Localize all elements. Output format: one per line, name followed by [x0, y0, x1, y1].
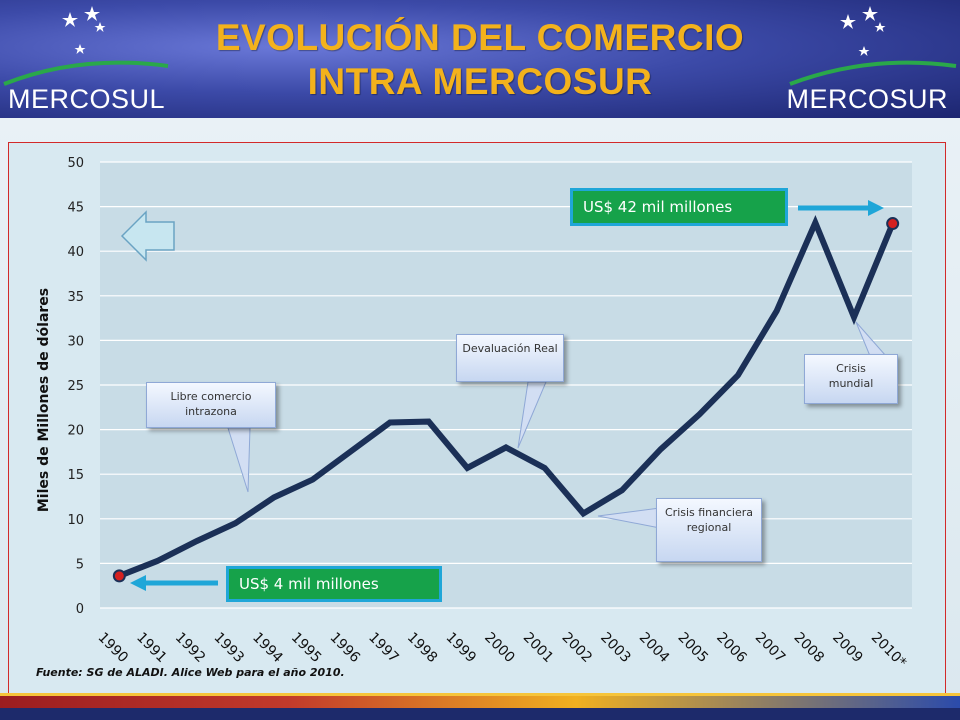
- x-tick-label: 1994: [249, 630, 286, 667]
- callout-devaluacion: Devaluación Real: [456, 334, 564, 382]
- y-tick-label: 30: [67, 334, 84, 349]
- right-arrow-icon: [798, 200, 884, 216]
- x-tick-label: 1993: [211, 630, 248, 667]
- x-tick-label: 2006: [713, 630, 750, 667]
- x-tick-label: 2010*: [868, 630, 909, 671]
- value-box-1990: US$ 4 mil millones: [226, 566, 442, 602]
- x-tick-label: 1992: [172, 630, 209, 667]
- logo-mercosul: MERCOSUL: [8, 84, 166, 114]
- x-tick-label: 2005: [675, 630, 712, 667]
- callout-crisis-mundial: Crisis mundial: [804, 354, 898, 404]
- x-tick-label: 2001: [520, 630, 557, 667]
- x-tick-label: 2004: [636, 630, 673, 667]
- x-tick-label: 1998: [404, 630, 441, 667]
- source-note: Fuente: SG de ALADI. Alice Web para el a…: [36, 666, 345, 679]
- stars-icon: [840, 6, 886, 56]
- x-axis-ticks: 1990 1991 1992 1993 1994 1995 1996 1997 1998 1999…: [95, 630, 910, 671]
- x-tick-label: 2008: [791, 630, 828, 667]
- callout-libre-comercio: Libre comercio intrazona: [146, 382, 276, 428]
- y-axis-label: Miles de Millones de dólares: [36, 288, 52, 512]
- y-tick-label: 5: [76, 557, 84, 572]
- left-arrow-icon: [120, 210, 175, 262]
- logo-arc-left: [3, 60, 169, 86]
- bottom-stripe-accent: [0, 693, 960, 696]
- x-tick-label: 2003: [597, 630, 634, 667]
- y-tick-label: 25: [67, 379, 84, 394]
- y-tick-label: 50: [67, 156, 84, 171]
- callout-tail-devaluacion: [517, 381, 547, 449]
- highlighted-point: [886, 217, 900, 231]
- y-tick-label: 10: [67, 513, 84, 528]
- y-axis-ticks: 0 5 10 15 20 25 30 35 40 45 50: [67, 156, 84, 617]
- logo-arc-right: [789, 60, 957, 86]
- y-tick-label: 35: [67, 290, 84, 305]
- x-tick-label: 1995: [288, 630, 325, 667]
- logo-mercosur: MERCOSUR: [786, 84, 948, 114]
- x-tick-label: 2007: [752, 630, 789, 667]
- x-tick-label: 1999: [443, 630, 480, 667]
- y-tick-label: 15: [67, 468, 84, 483]
- x-tick-label: 2002: [559, 630, 596, 667]
- callout-tail-libre: [227, 427, 251, 493]
- y-tick-label: 0: [76, 602, 84, 617]
- x-tick-label: 1991: [133, 630, 170, 667]
- bottom-stripe: [0, 696, 960, 708]
- page-title: EVOLUCIÓN DEL COMERCIO INTRA MERCOSUR: [160, 16, 800, 104]
- x-tick-label: 1996: [327, 630, 364, 667]
- title-line-2: INTRA MERCOSUR: [307, 61, 653, 102]
- value-box-2010: US$ 42 mil millones: [570, 188, 788, 226]
- callout-crisis-financiera: Crisis financiera regional: [656, 498, 762, 562]
- series-layer: [112, 214, 900, 583]
- highlighted-point: [112, 569, 126, 583]
- x-tick-label: 2000: [481, 630, 518, 667]
- x-tick-label: 2009: [829, 630, 866, 667]
- x-tick-label: 1990: [95, 630, 132, 667]
- title-line-1: EVOLUCIÓN DEL COMERCIO: [215, 17, 745, 58]
- x-tick-label: 1997: [365, 630, 402, 667]
- slide-header: MERCOSUL MERCOSUR EVOLUCIÓN DEL COMERCIO…: [0, 0, 960, 118]
- y-tick-label: 45: [67, 201, 84, 216]
- left-arrow-icon: [130, 575, 218, 591]
- y-tick-label: 20: [67, 424, 84, 439]
- stars-icon: [62, 6, 106, 54]
- y-tick-label: 40: [67, 245, 84, 260]
